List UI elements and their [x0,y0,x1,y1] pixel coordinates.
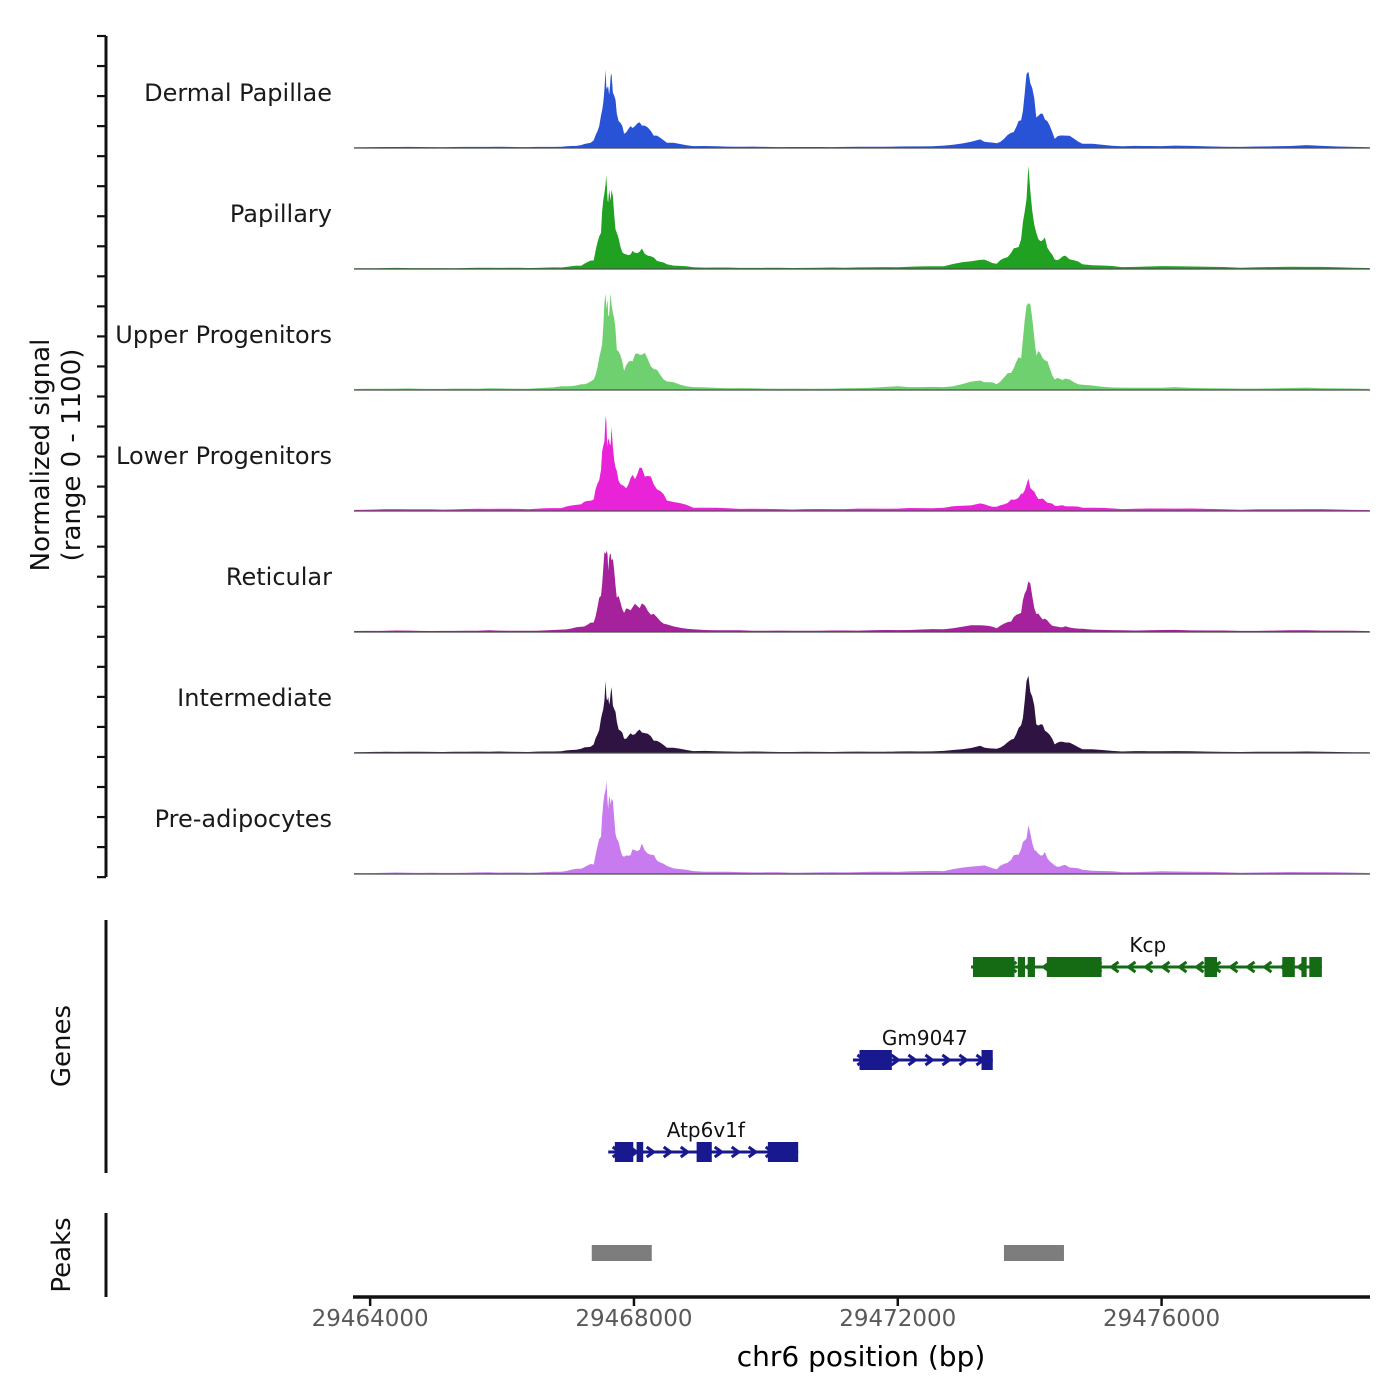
strand-arrow-right-icon [924,1053,935,1067]
exon-block-atp6v1f [696,1142,712,1162]
strand-arrow-left-icon [1108,960,1120,974]
track-label-lower-progenitors: Lower Progenitors [116,442,332,470]
strand-arrow-left-icon [1125,960,1137,974]
exon-block-kcp [972,957,1015,977]
exon-block-kcp [1282,957,1295,977]
exon-block-kcp [1309,957,1322,977]
exon-block-atp6v1f [767,1142,799,1162]
exon-block-atp6v1f [636,1142,644,1162]
strand-arrow-left-icon [1193,960,1205,974]
x-axis-title: chr6 position (bp) [736,1340,986,1373]
strand-arrow-left-icon [1176,960,1188,974]
y-axis-label-line2: (range 0 - 1100) [57,348,87,562]
signal-area-reticular [354,550,1370,632]
signal-area-intermediate [354,675,1370,753]
strand-arrow-right-icon [747,1145,759,1159]
peaks-section-label: Peaks [47,1217,77,1293]
track-label-upper-progenitors: Upper Progenitors [115,321,332,349]
strand-arrow-right-icon [730,1145,742,1159]
signal-area-papillary [354,165,1370,269]
track-label-pre-adipocytes: Pre-adipocytes [154,805,332,833]
exon-block-kcp [1046,957,1102,977]
x-tick-label-29472000: 29472000 [839,1306,957,1332]
exon-block-gm9047 [981,1050,993,1070]
exon-block-kcp [1027,957,1035,977]
strand-arrow-left-icon [1159,960,1171,974]
gene-label-atp6v1f: Atp6v1f [666,1118,745,1142]
peak-region [591,1245,652,1261]
strand-arrow-left-icon [1142,960,1154,974]
strand-arrow-right-icon [645,1145,657,1159]
strand-arrow-left-icon [1261,960,1273,974]
strand-arrow-right-icon [713,1145,725,1159]
signal-area-dermal-papillae [354,69,1370,148]
strand-arrow-right-icon [662,1145,674,1159]
gene-label-gm9047: Gm9047 [881,1026,968,1050]
peak-region [1003,1245,1064,1261]
exon-block-kcp [1204,957,1217,977]
track-label-reticular: Reticular [225,563,332,591]
signal-area-pre-adipocytes [354,780,1370,874]
strand-arrow-right-icon [958,1053,969,1067]
x-tick-label-29468000: 29468000 [575,1306,693,1332]
y-axis-label: Normalized signal (range 0 - 1100) [26,5,88,905]
gene-label-kcp: Kcp [1129,933,1167,957]
x-tick-label-29464000: 29464000 [311,1306,429,1332]
exon-block-atp6v1f [614,1142,634,1162]
exon-block-kcp [1017,957,1026,977]
signal-area-upper-progenitors [354,293,1370,390]
strand-arrow-right-icon [907,1053,918,1067]
x-tick-label-29476000: 29476000 [1103,1306,1221,1332]
track-label-papillary: Papillary [229,200,332,228]
exon-block-gm9047 [859,1050,892,1070]
signal-area-lower-progenitors [354,416,1370,511]
strand-arrow-right-icon [890,1053,901,1067]
strand-arrow-right-icon [679,1145,691,1159]
strand-arrow-left-icon [1227,960,1239,974]
track-label-intermediate: Intermediate [177,684,332,712]
y-axis-label-line1: Normalized signal [26,338,56,572]
track-label-dermal-papillae: Dermal Papillae [144,79,332,107]
exon-block-kcp [1301,957,1307,977]
strand-arrow-right-icon [941,1053,952,1067]
strand-arrow-left-icon [1244,960,1256,974]
